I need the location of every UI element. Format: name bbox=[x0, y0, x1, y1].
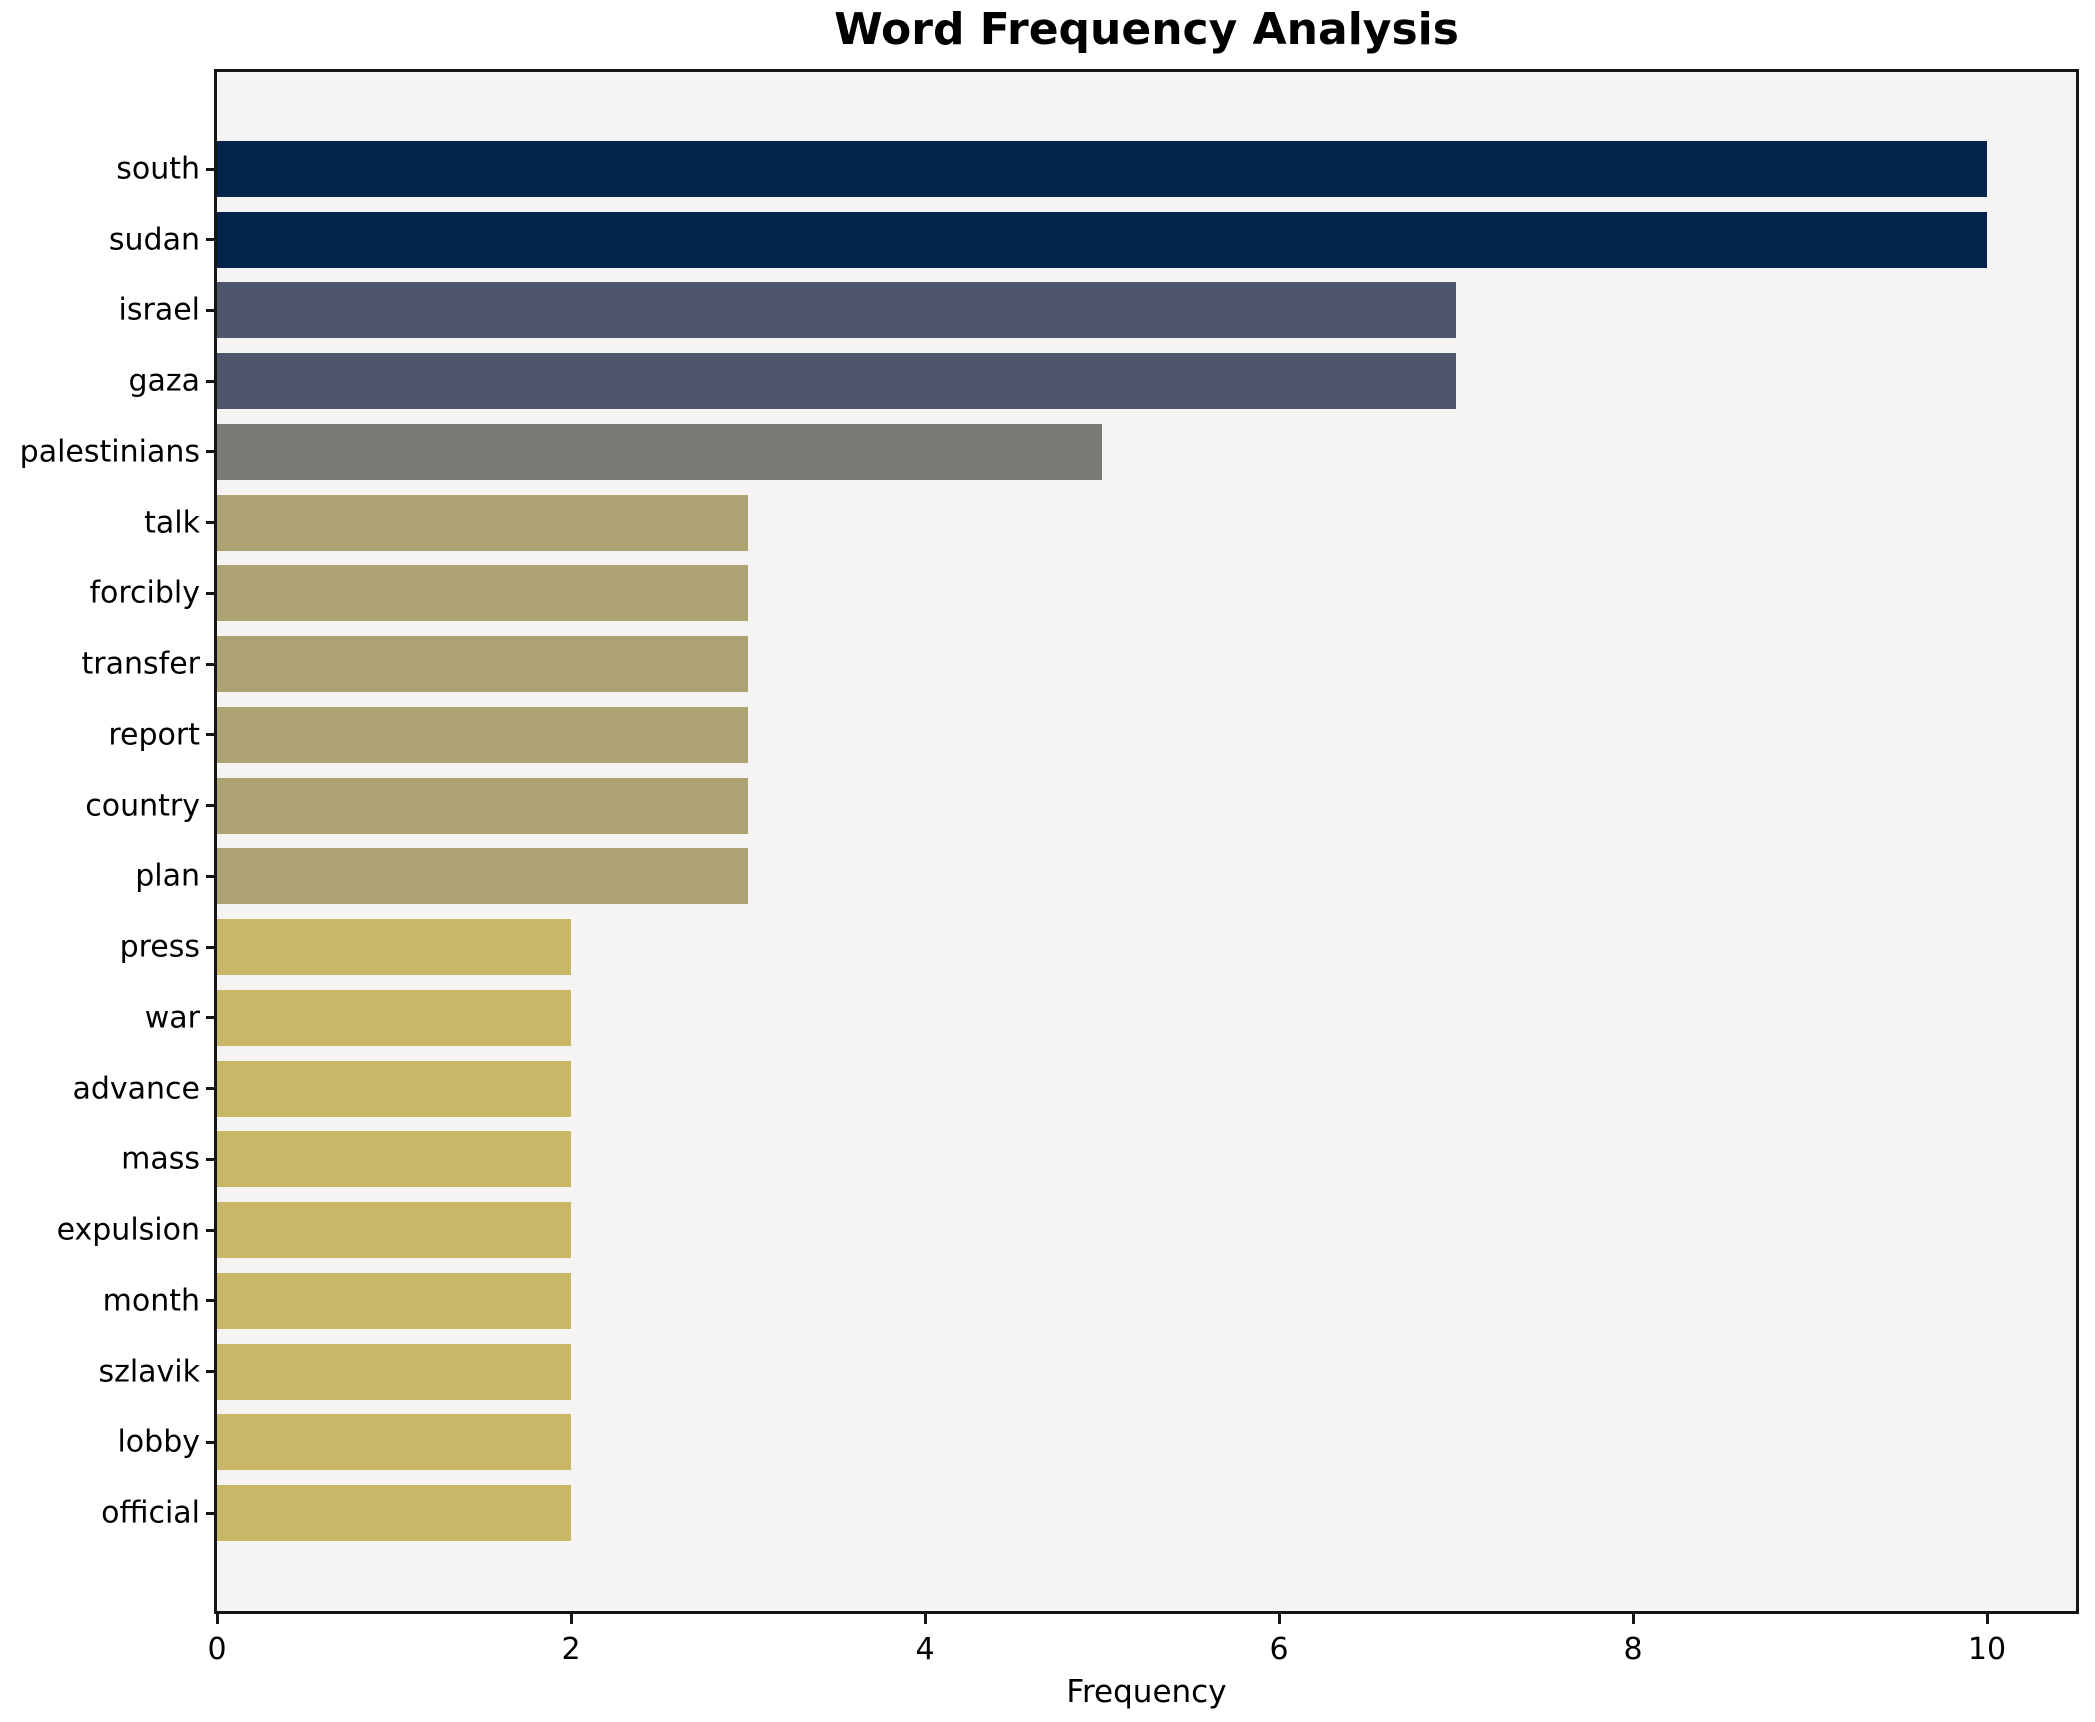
bar-country bbox=[217, 777, 748, 834]
y-tick bbox=[206, 1299, 215, 1303]
y-tick-label: lobby bbox=[117, 1424, 200, 1460]
bar-talk bbox=[217, 494, 748, 551]
y-tick bbox=[206, 874, 215, 878]
x-tick-label: 6 bbox=[1269, 1632, 1289, 1667]
y-tick bbox=[206, 379, 215, 383]
y-tick bbox=[206, 733, 215, 737]
y-tick-label: south bbox=[116, 151, 200, 187]
x-tick bbox=[1985, 1614, 1989, 1624]
x-tick-label: 4 bbox=[915, 1632, 935, 1667]
x-tick-label: 8 bbox=[1623, 1632, 1643, 1667]
x-tick bbox=[1631, 1614, 1635, 1624]
x-tick bbox=[215, 1614, 219, 1624]
y-tick-label: country bbox=[85, 788, 200, 824]
y-tick-label: report bbox=[108, 717, 200, 753]
bar-sudan bbox=[217, 211, 1987, 268]
bar-plan bbox=[217, 848, 748, 905]
y-tick bbox=[206, 1370, 215, 1374]
y-tick bbox=[206, 238, 215, 242]
y-tick-label: advance bbox=[72, 1071, 200, 1107]
bar-expulsion bbox=[217, 1202, 571, 1259]
y-tick bbox=[206, 1087, 215, 1091]
bar-palestinians bbox=[217, 423, 1102, 480]
x-tick-label: 2 bbox=[561, 1632, 581, 1667]
plot-area bbox=[214, 69, 2079, 1614]
y-tick bbox=[206, 1157, 215, 1161]
y-tick-label: palestinians bbox=[19, 434, 200, 470]
bar-south bbox=[217, 141, 1987, 197]
bar-israel bbox=[217, 282, 1456, 339]
y-tick bbox=[206, 945, 215, 949]
x-tick bbox=[923, 1614, 927, 1624]
y-tick-label: press bbox=[119, 929, 200, 965]
bar-press bbox=[217, 919, 571, 976]
bar-gaza bbox=[217, 353, 1456, 410]
y-tick bbox=[206, 1228, 215, 1232]
y-tick-label: war bbox=[144, 1000, 200, 1036]
x-tick bbox=[569, 1614, 573, 1624]
y-tick-label: sudan bbox=[108, 222, 200, 258]
y-tick-label: transfer bbox=[81, 646, 200, 682]
bar-szlavik bbox=[217, 1343, 571, 1400]
y-tick bbox=[206, 450, 215, 454]
y-tick-label: mass bbox=[121, 1141, 200, 1177]
y-tick-label: forcibly bbox=[89, 575, 200, 611]
y-tick bbox=[206, 167, 215, 171]
y-tick-label: talk bbox=[144, 505, 200, 541]
bar-transfer bbox=[217, 636, 748, 693]
y-tick-label: plan bbox=[135, 858, 200, 894]
y-tick-label: gaza bbox=[128, 363, 200, 399]
y-tick bbox=[206, 521, 215, 525]
bar-advance bbox=[217, 1060, 571, 1117]
y-tick-label: israel bbox=[118, 292, 200, 328]
bar-lobby bbox=[217, 1414, 571, 1471]
bar-mass bbox=[217, 1131, 571, 1188]
x-tick bbox=[1277, 1614, 1281, 1624]
y-tick bbox=[206, 591, 215, 595]
x-tick-label: 0 bbox=[207, 1632, 227, 1667]
y-tick bbox=[206, 804, 215, 808]
y-tick bbox=[206, 662, 215, 666]
y-tick bbox=[206, 1440, 215, 1444]
bar-report bbox=[217, 706, 748, 763]
y-tick-label: month bbox=[102, 1283, 200, 1319]
bar-month bbox=[217, 1272, 571, 1329]
y-tick-label: szlavik bbox=[98, 1354, 200, 1390]
y-tick bbox=[206, 308, 215, 312]
bar-war bbox=[217, 989, 571, 1046]
x-tick-label: 10 bbox=[1967, 1632, 2007, 1667]
chart-title: Word Frequency Analysis bbox=[834, 4, 1459, 55]
y-tick-label: expulsion bbox=[56, 1212, 200, 1248]
y-tick bbox=[206, 1511, 215, 1515]
bar-official bbox=[217, 1485, 571, 1542]
bar-forcibly bbox=[217, 565, 748, 622]
x-axis-label: Frequency bbox=[1066, 1674, 1227, 1710]
y-tick-label: official bbox=[101, 1495, 200, 1531]
y-tick bbox=[206, 1016, 215, 1020]
